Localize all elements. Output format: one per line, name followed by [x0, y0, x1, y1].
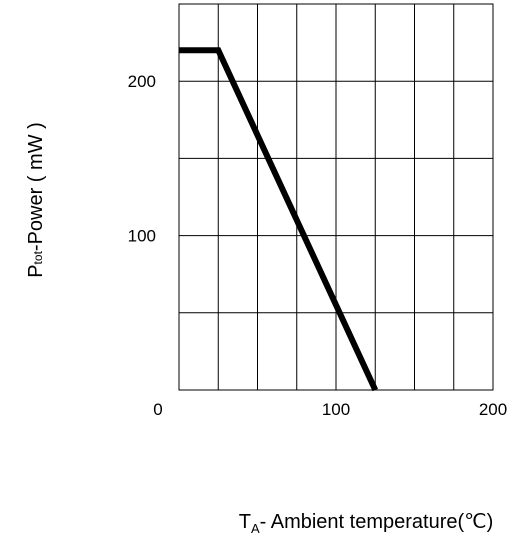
series-line-1 [179, 47, 379, 392]
y-tick-label: 200 [128, 72, 156, 91]
grid [178, 3, 494, 391]
tick-labels: 0 100 200 100 200 [128, 72, 508, 419]
x-tick-label: 0 [153, 400, 162, 419]
y-axis-label: Ptot-Power ( mW ) [25, 122, 47, 278]
x-axis-label: TA- Ambient temperature(℃) [239, 511, 494, 536]
x-tick-label: 100 [322, 400, 350, 419]
series-layer [179, 47, 379, 392]
x-tick-label: 200 [479, 400, 507, 419]
y-tick-label: 100 [128, 227, 156, 246]
